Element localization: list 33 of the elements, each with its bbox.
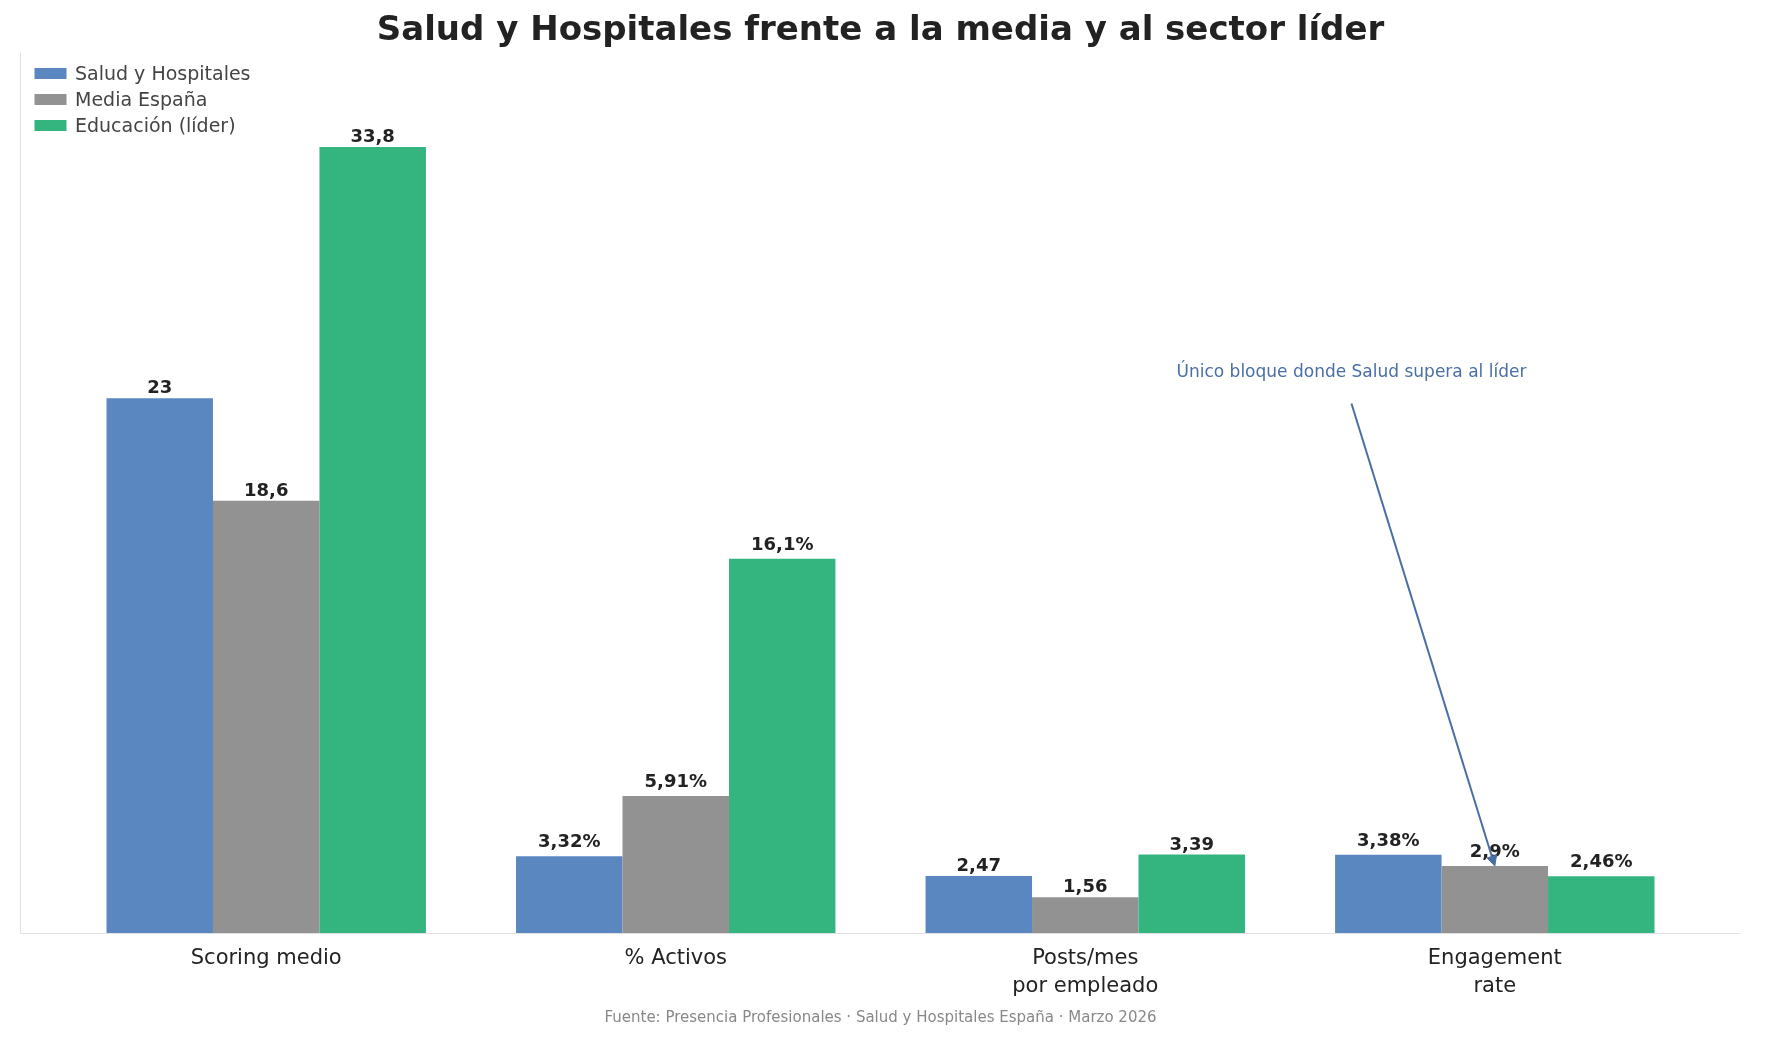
data-label: 3,32% bbox=[538, 830, 601, 852]
x-tick-label: Engagement rate bbox=[1427, 944, 1562, 998]
legend-label: Salud y Hospitales bbox=[75, 62, 251, 84]
annotation: Único bloque donde Salud supera al líder bbox=[1176, 360, 1527, 382]
x-tick-label: % Activos bbox=[624, 944, 727, 969]
chart-title: Salud y Hospitales frente a la media y al sector líder bbox=[376, 7, 1385, 48]
data-label: 18,6 bbox=[244, 478, 289, 500]
x-tick-label: Scoring medio bbox=[190, 944, 342, 969]
bar bbox=[1138, 854, 1245, 934]
bar bbox=[1441, 866, 1549, 934]
bar bbox=[728, 558, 836, 934]
data-label: 23 bbox=[147, 376, 173, 398]
data-label: 16,1% bbox=[750, 532, 814, 554]
data-label: 2,46% bbox=[1570, 850, 1633, 872]
bar bbox=[516, 856, 623, 934]
data-label: 33,8 bbox=[350, 124, 395, 146]
bar bbox=[212, 500, 320, 934]
bar bbox=[106, 398, 213, 934]
bar bbox=[622, 795, 729, 934]
x-tick-label: Posts/mes por empleado bbox=[1012, 944, 1159, 998]
source-note: Fuente: Presencia Profesionales · Salud y Hospitales España · Marzo 2026 bbox=[604, 1007, 1157, 1026]
legend-label: Media España bbox=[75, 88, 208, 110]
data-label: 3,38% bbox=[1357, 828, 1420, 850]
data-label: 2,47 bbox=[956, 854, 1001, 876]
bar bbox=[319, 146, 426, 934]
bar bbox=[925, 876, 1033, 934]
bar bbox=[1032, 897, 1139, 934]
bar bbox=[1335, 854, 1442, 934]
data-label: 3,39 bbox=[1169, 832, 1214, 854]
legend-label: Educación (líder) bbox=[75, 114, 236, 136]
data-label: 1,56 bbox=[1063, 875, 1108, 897]
bar bbox=[1548, 876, 1655, 934]
data-label: 5,91% bbox=[644, 769, 707, 791]
